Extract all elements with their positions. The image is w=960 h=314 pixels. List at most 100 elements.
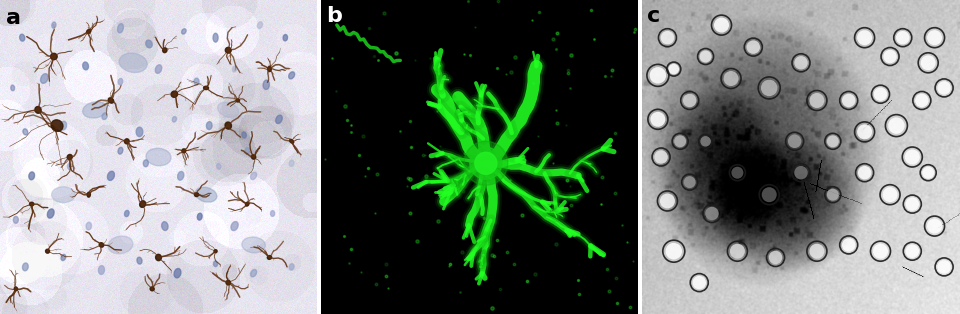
Ellipse shape [119, 53, 147, 73]
Circle shape [827, 135, 839, 147]
Ellipse shape [47, 209, 54, 218]
Circle shape [809, 244, 825, 259]
Ellipse shape [290, 139, 294, 143]
Ellipse shape [252, 155, 255, 159]
Ellipse shape [67, 154, 72, 160]
Circle shape [874, 88, 887, 101]
Circle shape [794, 56, 807, 69]
Ellipse shape [283, 35, 287, 41]
Circle shape [921, 55, 936, 70]
Ellipse shape [83, 102, 108, 118]
Ellipse shape [257, 22, 262, 29]
Ellipse shape [213, 261, 218, 267]
Ellipse shape [161, 222, 168, 230]
Circle shape [857, 30, 872, 45]
Ellipse shape [125, 139, 130, 144]
Ellipse shape [83, 62, 88, 70]
Ellipse shape [137, 257, 142, 264]
Circle shape [684, 176, 696, 188]
Circle shape [769, 251, 782, 264]
Circle shape [464, 141, 508, 185]
Ellipse shape [181, 29, 186, 34]
Circle shape [674, 135, 686, 147]
Circle shape [905, 198, 919, 211]
Ellipse shape [108, 171, 114, 181]
Circle shape [475, 152, 497, 174]
Ellipse shape [174, 268, 180, 278]
Ellipse shape [40, 74, 48, 83]
Ellipse shape [242, 237, 265, 253]
Ellipse shape [150, 287, 155, 291]
Ellipse shape [118, 147, 123, 154]
Circle shape [747, 41, 760, 54]
Circle shape [809, 93, 825, 108]
Ellipse shape [61, 254, 65, 261]
Circle shape [788, 135, 802, 148]
Ellipse shape [232, 66, 237, 72]
Ellipse shape [289, 72, 295, 79]
Ellipse shape [108, 236, 132, 254]
Ellipse shape [218, 102, 239, 117]
Ellipse shape [246, 202, 249, 206]
Ellipse shape [13, 216, 18, 223]
Circle shape [937, 260, 950, 273]
Circle shape [730, 244, 745, 259]
Circle shape [650, 67, 666, 84]
Ellipse shape [102, 113, 108, 120]
Circle shape [842, 94, 855, 107]
Ellipse shape [231, 222, 238, 230]
Ellipse shape [99, 266, 105, 274]
Ellipse shape [143, 160, 149, 167]
Circle shape [706, 207, 719, 220]
Ellipse shape [86, 29, 91, 34]
Ellipse shape [195, 187, 217, 202]
Circle shape [668, 64, 679, 74]
Ellipse shape [162, 48, 167, 53]
Ellipse shape [146, 148, 171, 166]
Circle shape [665, 243, 682, 259]
Circle shape [827, 189, 839, 201]
Ellipse shape [195, 193, 199, 197]
Ellipse shape [19, 34, 25, 41]
Ellipse shape [30, 202, 34, 206]
Text: a: a [6, 8, 21, 28]
Ellipse shape [214, 250, 217, 253]
Circle shape [714, 18, 729, 33]
Ellipse shape [60, 121, 66, 130]
Ellipse shape [251, 172, 256, 180]
Ellipse shape [268, 67, 272, 72]
Circle shape [724, 71, 738, 86]
Ellipse shape [225, 122, 231, 129]
Ellipse shape [86, 222, 91, 230]
Circle shape [692, 276, 706, 289]
Circle shape [923, 167, 934, 179]
Text: b: b [326, 6, 342, 26]
Circle shape [655, 150, 668, 164]
Ellipse shape [45, 249, 50, 253]
Ellipse shape [226, 47, 231, 53]
Ellipse shape [35, 106, 41, 113]
Circle shape [883, 50, 897, 63]
Circle shape [937, 81, 950, 95]
Ellipse shape [172, 116, 177, 122]
Circle shape [700, 51, 711, 62]
Circle shape [794, 166, 807, 179]
Ellipse shape [263, 80, 270, 89]
Circle shape [882, 187, 898, 202]
Ellipse shape [236, 99, 239, 102]
Ellipse shape [156, 254, 161, 261]
Circle shape [469, 147, 502, 179]
Circle shape [660, 31, 674, 44]
Circle shape [701, 136, 710, 147]
Circle shape [927, 30, 942, 45]
Ellipse shape [67, 163, 72, 170]
Ellipse shape [52, 22, 56, 28]
Ellipse shape [206, 122, 212, 130]
Circle shape [732, 167, 743, 179]
Ellipse shape [217, 164, 221, 169]
Circle shape [905, 245, 919, 258]
Ellipse shape [171, 91, 178, 97]
Text: c: c [647, 6, 660, 26]
Ellipse shape [289, 264, 294, 270]
Circle shape [842, 238, 855, 252]
